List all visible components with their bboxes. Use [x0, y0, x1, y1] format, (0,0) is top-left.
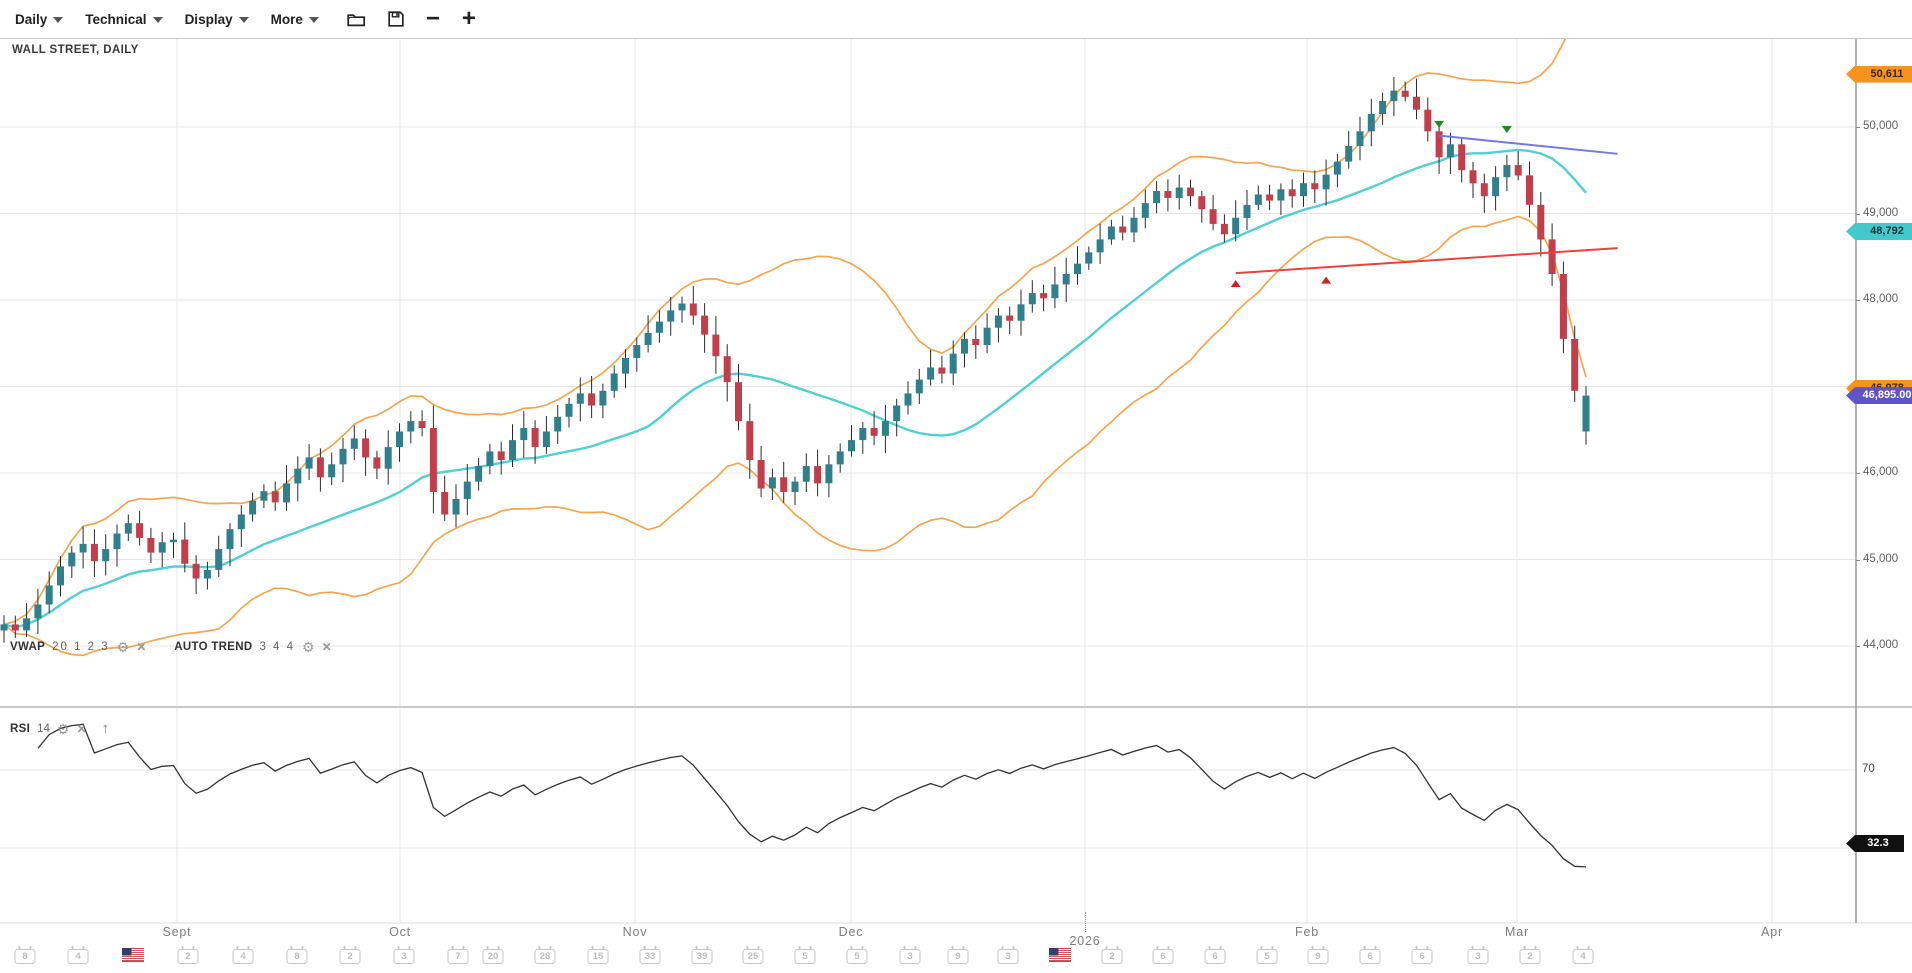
calendar-event-icon[interactable]: 3 — [997, 946, 1019, 964]
rsi-pane-indicator-row: RSI 14 ⚙ ✕ ↑ — [10, 720, 110, 737]
rsi-settings-gear-icon[interactable]: ⚙ — [56, 721, 70, 737]
chevron-down-icon — [152, 17, 163, 23]
us-flag-event-icon[interactable] — [1049, 948, 1071, 962]
rsi-remove-icon[interactable]: ✕ — [76, 722, 87, 736]
calendar-event-icon[interactable]: 39 — [691, 946, 713, 964]
vwap-indicator-params: 20 1 2 3 — [52, 641, 110, 653]
price-axis-tick: 46,000 — [1856, 466, 1898, 478]
menu-more-label: More — [270, 11, 303, 27]
calendar-event-icon[interactable]: 2 — [177, 946, 199, 964]
calendar-event-icon[interactable]: 9 — [947, 946, 969, 964]
chart-toolbar: Daily Technical Display More − + — [0, 0, 1912, 39]
month-label: Mar — [1505, 925, 1529, 939]
zoom-out-icon[interactable]: − — [425, 5, 440, 32]
chevron-down-icon — [238, 17, 249, 23]
calendar-event-icon[interactable]: 2 — [339, 946, 361, 964]
month-label: Dec — [838, 925, 864, 939]
price-axis-tick: 49,000 — [1856, 207, 1898, 219]
calendar-event-icon[interactable]: 7 — [447, 946, 469, 964]
chart-title: WALL STREET, DAILY — [12, 44, 139, 56]
calendar-event-icon[interactable]: 6 — [1411, 946, 1433, 964]
chevron-down-icon — [308, 17, 319, 23]
calendar-event-icon[interactable]: 4 — [67, 946, 89, 964]
calendar-event-icon[interactable]: 3 — [899, 946, 921, 964]
price-axis-tick: 48,000 — [1856, 293, 1898, 305]
us-flag-event-icon[interactable] — [122, 948, 144, 962]
year-boundary-marker — [1085, 912, 1087, 932]
vwap-indicator-label: VWAP — [10, 641, 46, 653]
autotrend-indicator-label: AUTO TREND — [174, 641, 253, 653]
calendar-event-icon[interactable]: 5 — [794, 946, 816, 964]
vwap-remove-icon[interactable]: ✕ — [136, 640, 147, 654]
month-label: Nov — [622, 925, 648, 939]
month-label: Oct — [389, 925, 411, 939]
band-upper-badge: 50,611 — [1846, 65, 1912, 83]
rsi-move-up-icon[interactable]: ↑ — [101, 720, 110, 737]
calendar-event-icon[interactable]: 5 — [846, 946, 868, 964]
month-label: Apr — [1761, 925, 1783, 939]
calendar-event-icon[interactable]: 28 — [534, 946, 556, 964]
calendar-event-icon[interactable]: 3 — [1467, 946, 1489, 964]
calendar-event-icon[interactable]: 6 — [1204, 946, 1226, 964]
month-label: Sept — [162, 925, 192, 939]
price-axis-tick: 45,000 — [1856, 553, 1898, 565]
menu-more[interactable]: More — [271, 12, 319, 27]
price-axis-tick: 44,000 — [1856, 639, 1898, 651]
calendar-event-icon[interactable]: 20 — [482, 946, 504, 964]
last-price-badge: 46,895.00 — [1846, 387, 1912, 405]
rsi-indicator-label: RSI — [10, 723, 31, 735]
vwap-settings-gear-icon[interactable]: ⚙ — [116, 639, 130, 655]
rsi-value-badge: 32.3 — [1846, 835, 1904, 852]
autotrend-remove-icon[interactable]: ✕ — [321, 640, 332, 654]
year-label: 2026 — [1069, 934, 1101, 948]
menu-timeframe-label: Daily — [15, 11, 48, 27]
calendar-event-icon[interactable]: 2 — [1519, 946, 1541, 964]
menu-display[interactable]: Display — [185, 12, 249, 27]
calendar-event-icon[interactable]: 3 — [393, 946, 415, 964]
calendar-event-icon[interactable]: 6 — [1152, 946, 1174, 964]
open-folder-icon[interactable] — [347, 12, 366, 27]
autotrend-settings-gear-icon[interactable]: ⚙ — [302, 639, 315, 655]
calendar-event-icon[interactable]: 33 — [639, 946, 661, 964]
menu-timeframe-daily[interactable]: Daily — [15, 11, 64, 27]
month-label: Feb — [1295, 925, 1319, 939]
menu-display-label: Display — [184, 11, 233, 27]
price-axis-tick: 50,000 — [1856, 120, 1898, 132]
calendar-event-icon[interactable]: 9 — [1307, 946, 1329, 964]
save-icon[interactable] — [388, 11, 404, 27]
main-pane-indicator-row: VWAP 20 1 2 3 ⚙ ✕ AUTO TREND 3 4 4 ⚙ ✕ — [10, 640, 332, 654]
menu-technical[interactable]: Technical — [85, 11, 163, 27]
calendar-event-icon[interactable]: 6 — [1359, 946, 1381, 964]
calendar-event-icon[interactable]: 2 — [1101, 946, 1123, 964]
menu-technical-label: Technical — [85, 11, 147, 27]
calendar-event-icon[interactable]: 8 — [14, 946, 36, 964]
calendar-event-icon[interactable]: 15 — [587, 946, 609, 964]
vwap-badge: 48,792 — [1846, 222, 1912, 240]
zoom-in-icon[interactable]: + — [461, 5, 476, 32]
chevron-down-icon — [53, 17, 64, 23]
calendar-event-icon[interactable]: 4 — [1572, 946, 1594, 964]
calendar-event-icon[interactable]: 5 — [1256, 946, 1278, 964]
calendar-event-icon[interactable]: 8 — [286, 946, 308, 964]
rsi-axis-tick: 70 — [1862, 763, 1875, 775]
calendar-event-icon[interactable]: 4 — [232, 946, 254, 964]
rsi-indicator-params: 14 — [37, 723, 50, 735]
autotrend-indicator-params: 3 4 4 — [259, 641, 296, 653]
calendar-event-icon[interactable]: 25 — [742, 946, 764, 964]
